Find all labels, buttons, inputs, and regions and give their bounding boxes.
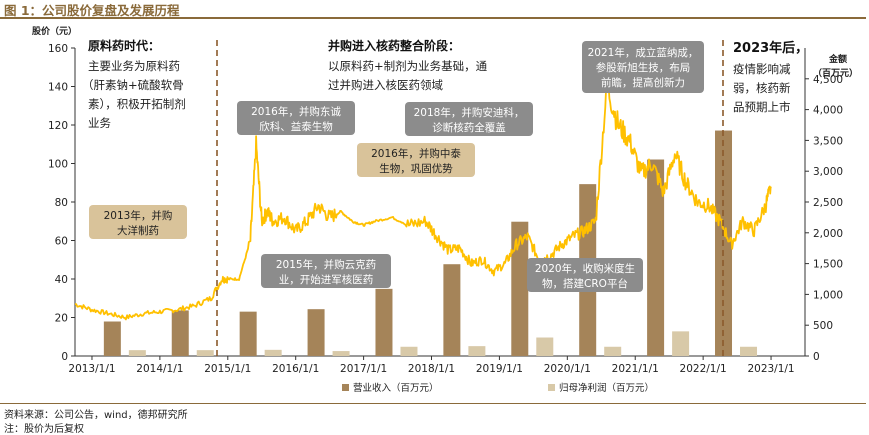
phase2-title: 并购进入核药整合阶段： <box>328 38 460 53</box>
left-tick-label: 80 <box>55 197 68 209</box>
event-2016a-line2: 欣科、益泰生物 <box>259 120 333 133</box>
legend-swatch-revenue <box>342 384 349 391</box>
source-note: 资料来源：公司公告，wind，德邦研究所 <box>4 410 188 421</box>
event-2021-line1: 2021年，成立蓝纳成， <box>588 46 699 59</box>
event-2021-line2: 参股新旭生技，布局 <box>596 61 691 74</box>
x-tick-label: 2014/1/1 <box>136 363 183 375</box>
left-tick-label: 120 <box>48 120 68 132</box>
revenue-bar <box>375 288 393 356</box>
right-tick-label: 3,000 <box>813 166 843 178</box>
revenue-bar <box>443 264 461 356</box>
phase1-line4: 业务 <box>88 116 111 130</box>
event-box-2013: 2013年，并购 大洋制药 <box>89 205 187 239</box>
phase3-line2: 弱，核药新 <box>733 81 791 95</box>
profit-bar <box>400 346 418 356</box>
event-2016b-line2: 生物，巩固优势 <box>379 162 453 175</box>
profit-bar <box>536 337 554 356</box>
legend-label-profit: 归母净利润（百万元） <box>559 382 654 394</box>
right-axis-unit-line1: 金额 <box>828 53 847 65</box>
x-tick-label: 2016/1/1 <box>272 363 319 375</box>
right-tick-label: 2,000 <box>813 228 843 240</box>
event-2018-line1: 2018年，并购安迪科， <box>414 106 525 119</box>
legend-swatch-profit <box>548 384 555 391</box>
revenue-bar <box>239 311 257 356</box>
x-tick-label: 2023/1/1 <box>747 363 794 375</box>
revenue-bar <box>307 309 325 356</box>
left-tick-label: 100 <box>48 159 68 171</box>
left-tick-label: 40 <box>55 274 68 286</box>
stock-price-line <box>75 84 772 321</box>
profit-bar <box>672 331 690 356</box>
phase1-line1: 主要业务为原料药 <box>88 59 180 73</box>
right-tick-label: 3,500 <box>813 135 843 147</box>
x-tick-label: 2019/1/1 <box>476 363 523 375</box>
event-2020-line1: 2020年，收购米度生 <box>535 262 635 275</box>
x-tick-label: 2013/1/1 <box>68 363 115 375</box>
event-2015-line2: 业，开始进军核医药 <box>279 273 374 286</box>
left-axis-unit: 股价（元） <box>32 26 77 37</box>
event-2013-line2: 大洋制药 <box>117 224 159 237</box>
left-tick-label: 60 <box>55 236 68 248</box>
x-tick-label: 2020/1/1 <box>544 363 591 375</box>
profit-bar <box>196 350 214 356</box>
event-2016b-line1: 2016年，并购中泰 <box>371 147 461 160</box>
event-box-2015: 2015年，并购云克药 业，开始进军核医药 <box>261 254 391 288</box>
phase1-line3: 素），积极开拓制剂 <box>88 97 186 111</box>
x-tick-label: 2015/1/1 <box>204 363 251 375</box>
x-tick-label: 2017/1/1 <box>340 363 387 375</box>
event-box-2018: 2018年，并购安迪科， 诊断核药全覆盖 <box>405 102 533 136</box>
event-2015-line1: 2015年，并购云克药 <box>276 258 376 271</box>
x-tick-label: 2022/1/1 <box>680 363 727 375</box>
event-2013-line1: 2013年，并购 <box>104 209 173 222</box>
left-tick-label: 0 <box>61 351 68 363</box>
right-tick-label: 4,000 <box>813 105 843 117</box>
profit-bar <box>604 346 622 356</box>
right-tick-label: 2,500 <box>813 197 843 209</box>
profit-bar <box>128 350 146 356</box>
phase3-line1: 疫情影响减 <box>733 62 791 76</box>
event-2020-line2: 物，搭建CRO平台 <box>542 277 628 290</box>
phase1-line2: （肝素钠+硫酸软骨 <box>82 78 184 92</box>
revenue-bar <box>511 221 529 356</box>
event-box-2021: 2021年，成立蓝纳成， 参股新旭生技，布局 前瞻，提高创新力 <box>582 41 704 93</box>
event-2018-line2: 诊断核药全覆盖 <box>432 121 506 134</box>
revenue-bar <box>647 159 665 356</box>
top-divider <box>0 17 866 19</box>
profit-bar <box>332 351 350 356</box>
profit-bar <box>740 346 758 356</box>
event-box-2016b: 2016年，并购中泰 生物，巩固优势 <box>357 143 475 177</box>
phase3-title: 2023年后， <box>733 40 808 56</box>
phase2-line2: 过并购进入核医药领域 <box>328 78 443 92</box>
right-tick-label: 0 <box>813 351 820 363</box>
x-tick-label: 2018/1/1 <box>408 363 455 375</box>
event-box-2020: 2020年，收购米度生 物，搭建CRO平台 <box>527 258 643 292</box>
revenue-bar <box>171 310 189 356</box>
phase2-line1: 以原料药+制剂为业务基础，通 <box>328 59 488 73</box>
x-tick-label: 2021/1/1 <box>612 363 659 375</box>
event-2021-line3: 前瞻，提高创新力 <box>601 76 685 89</box>
event-2016a-line1: 2016年，并购东诚 <box>251 105 341 118</box>
legend-label-revenue: 营业收入（百万元） <box>353 382 439 394</box>
left-tick-label: 140 <box>48 82 68 94</box>
phase1-title: 原料药时代： <box>88 38 160 53</box>
phase3-line3: 品预期上市 <box>733 100 791 114</box>
left-tick-label: 160 <box>48 43 68 55</box>
revenue-bar <box>103 321 121 356</box>
profit-bar <box>468 346 486 356</box>
right-tick-label: 1,500 <box>813 259 843 271</box>
right-tick-label: 4,500 <box>813 74 843 86</box>
left-tick-label: 20 <box>55 313 68 325</box>
figure-title: 图 1：公司股价复盘及发展历程 <box>4 3 180 18</box>
profit-bar <box>264 349 282 356</box>
right-axis-unit-line2: （百万元） <box>813 68 858 79</box>
footnote: 注：股价为后复权 <box>4 424 84 435</box>
right-tick-label: 1,000 <box>813 289 843 301</box>
event-box-2016a: 2016年，并购东诚 欣科、益泰生物 <box>237 101 355 135</box>
bottom-divider <box>0 403 866 404</box>
right-tick-label: 500 <box>813 320 833 332</box>
